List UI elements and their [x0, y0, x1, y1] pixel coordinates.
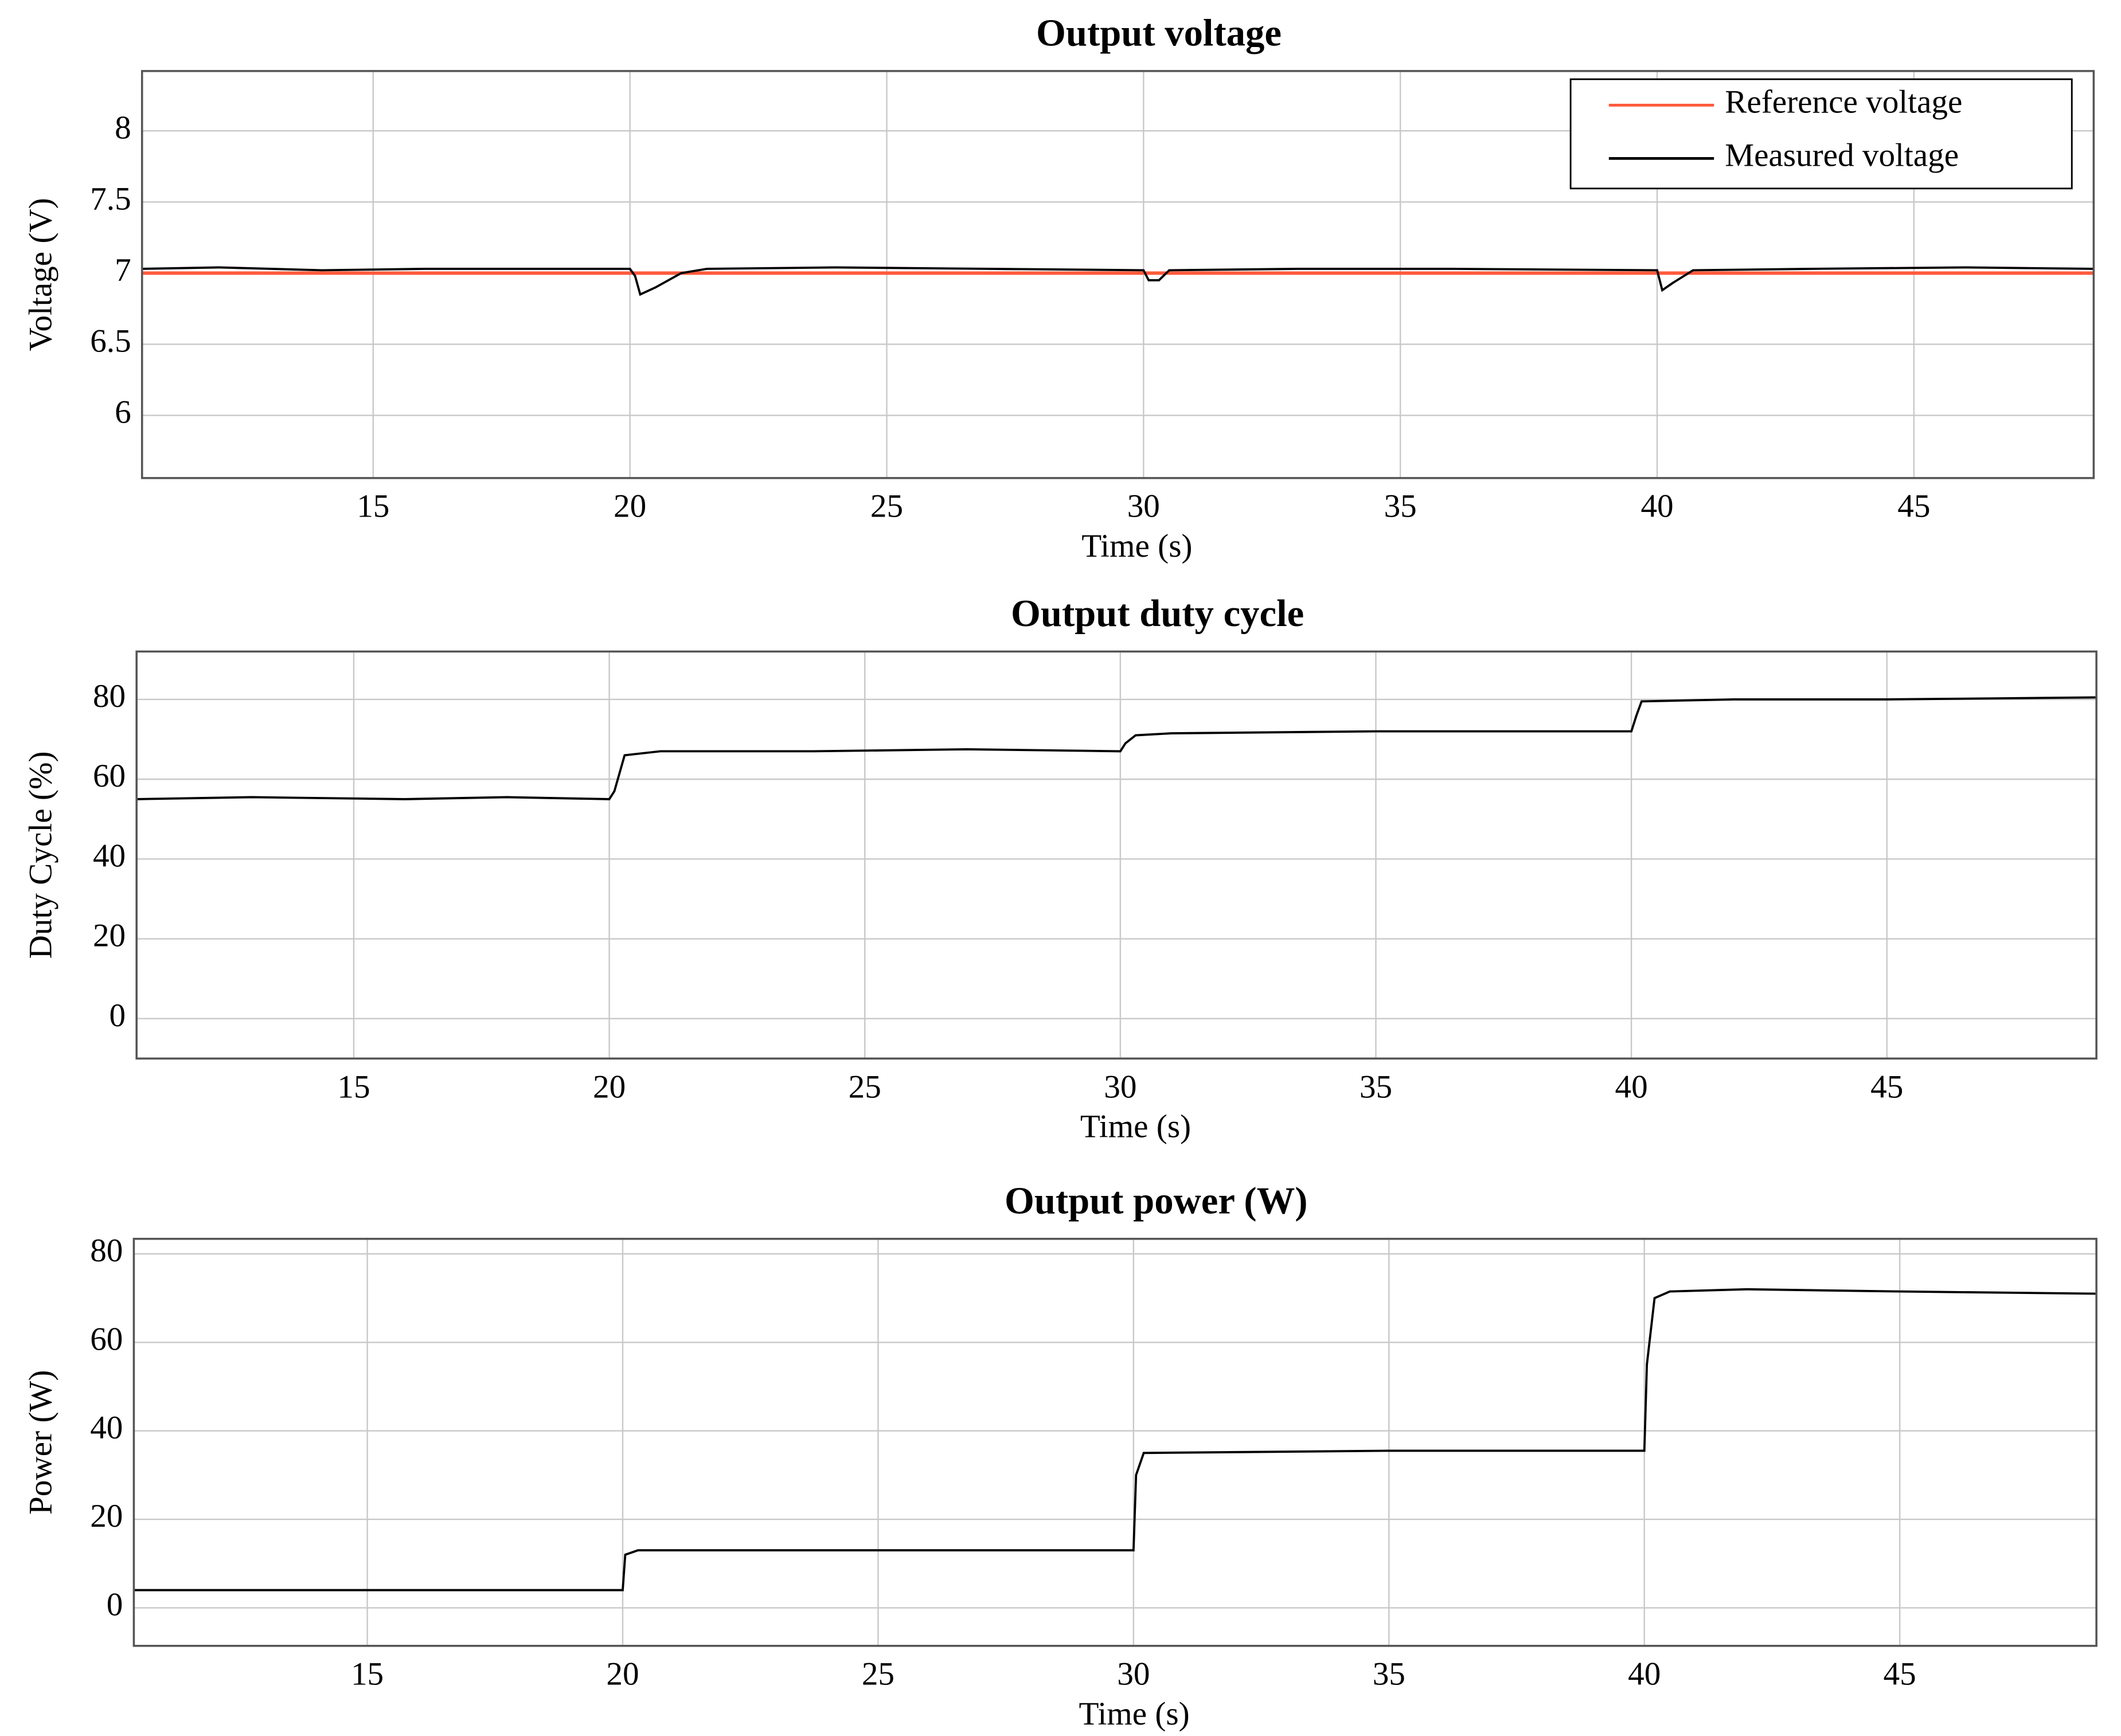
x-tick-label: 30	[1127, 488, 1160, 525]
y-tick-label: 20	[93, 918, 126, 954]
x-axis-label: Time (s)	[1081, 528, 1192, 564]
y-tick-label: 7.5	[90, 181, 131, 217]
x-tick-label: 35	[1360, 1069, 1392, 1105]
legend-box	[1569, 78, 2073, 190]
y-tick-label: 40	[90, 1410, 123, 1446]
x-tick-label: 35	[1373, 1656, 1405, 1692]
y-tick-label: 7	[115, 252, 131, 288]
y-tick-label: 0	[107, 1587, 123, 1623]
x-tick-label: 30	[1104, 1069, 1136, 1105]
plot-frame	[140, 70, 2095, 479]
y-tick-label: 80	[93, 678, 126, 714]
x-tick-label: 30	[1117, 1656, 1150, 1692]
y-tick-label: 0	[110, 998, 126, 1034]
data-line	[134, 1288, 2097, 1592]
x-tick-label: 15	[351, 1656, 384, 1692]
legend-label: Measured voltage	[1725, 137, 1959, 173]
chart-title: Output voltage	[1036, 13, 1282, 54]
x-tick-label: 40	[1640, 488, 1673, 525]
data-line	[136, 696, 2097, 800]
x-tick-label: 45	[1884, 1656, 1916, 1692]
y-tick-label: 60	[93, 758, 126, 794]
legend-label: Reference voltage	[1725, 84, 1962, 120]
x-tick-label: 20	[606, 1656, 639, 1692]
x-axis-label: Time (s)	[1080, 1108, 1191, 1144]
x-tick-label: 15	[357, 488, 389, 525]
x-axis-label: Time (s)	[1079, 1696, 1190, 1732]
x-tick-label: 20	[593, 1069, 626, 1105]
plot-frame	[135, 650, 2097, 1060]
plot-area	[134, 1238, 2097, 1646]
y-axis-label: Power (W)	[22, 1370, 58, 1515]
x-tick-label: 15	[337, 1069, 370, 1105]
y-axis-label: Voltage (V)	[22, 198, 58, 351]
x-tick-label: 25	[870, 488, 903, 525]
data-line	[142, 266, 2094, 296]
y-axis-label: Duty Cycle (%)	[22, 751, 58, 959]
x-tick-label: 45	[1870, 1069, 1903, 1105]
y-tick-label: 8	[115, 110, 131, 146]
x-tick-label: 35	[1384, 488, 1417, 525]
y-tick-label: 40	[93, 838, 126, 874]
x-tick-label: 25	[849, 1069, 881, 1105]
y-tick-label: 20	[90, 1498, 123, 1534]
chart-title: Output duty cycle	[1011, 593, 1304, 635]
y-tick-label: 80	[90, 1233, 123, 1269]
x-tick-label: 25	[862, 1656, 895, 1692]
x-tick-label: 40	[1615, 1069, 1648, 1105]
x-tick-label: 40	[1628, 1656, 1661, 1692]
x-tick-label: 20	[614, 488, 646, 525]
y-tick-label: 60	[90, 1321, 123, 1358]
y-tick-label: 6.5	[90, 323, 131, 359]
chart-title: Output power (W)	[1005, 1180, 1308, 1222]
y-tick-label: 6	[115, 394, 131, 431]
plot-frame	[132, 1238, 2097, 1647]
x-tick-label: 45	[1897, 488, 1930, 525]
plot-area	[136, 651, 2097, 1059]
